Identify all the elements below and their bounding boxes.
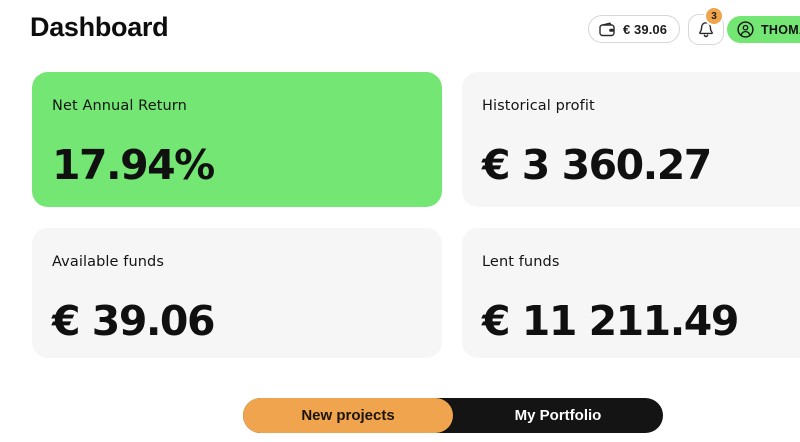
person-circle-icon	[737, 21, 754, 38]
stat-card-historical-profit: Historical profit € 3 360.27	[462, 72, 800, 207]
stat-card-label: Historical profit	[482, 98, 595, 114]
stat-card-lent-funds: Lent funds € 11 211.49	[462, 228, 800, 358]
projects-portfolio-tabs: New projects My Portfolio	[243, 398, 663, 433]
header-controls: € 39.06 3 THOMAS B	[0, 0, 800, 60]
stat-card-label: Available funds	[52, 254, 164, 270]
balance-chip[interactable]: € 39.06	[588, 15, 681, 43]
bell-icon	[698, 21, 714, 38]
stat-card-net-annual-return: Net Annual Return 17.94%	[32, 72, 442, 207]
page-title: Dashboard	[30, 12, 169, 42]
balance-amount: € 39.06	[623, 21, 668, 37]
tab-my-portfolio[interactable]: My Portfolio	[514, 407, 602, 424]
user-account-chip[interactable]: THOMAS B	[727, 16, 800, 43]
stat-card-available-funds: Available funds € 39.06	[32, 228, 442, 358]
stat-card-value: € 11 211.49	[482, 297, 739, 345]
stat-card-value: € 3 360.27	[482, 141, 712, 189]
notification-count: 3	[711, 10, 717, 22]
wallet-icon	[599, 22, 616, 37]
user-name: THOMAS B	[761, 22, 800, 37]
stat-card-label: Net Annual Return	[52, 98, 187, 114]
tab-new-projects[interactable]: New projects	[243, 398, 453, 433]
stat-card-value: € 39.06	[52, 297, 216, 345]
stat-card-value: 17.94%	[52, 141, 215, 189]
notification-count-badge: 3	[706, 8, 722, 24]
stat-card-label: Lent funds	[482, 254, 560, 270]
